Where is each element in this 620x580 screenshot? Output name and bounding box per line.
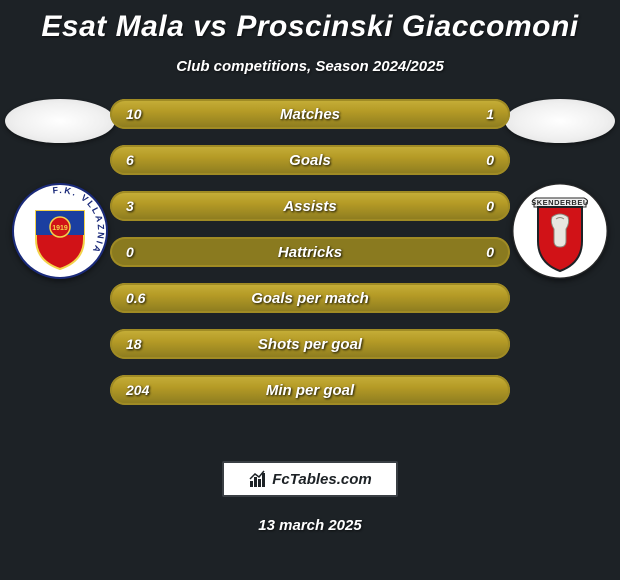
skenderbeu-crest-icon: SKENDERBEU	[512, 183, 608, 279]
right-club-badge: SKENDERBEU	[512, 183, 608, 279]
left-club-badge: F.K. VLLAZNIA 1919	[12, 183, 108, 279]
fctables-logo-icon	[248, 469, 268, 489]
stat-label: Shots per goal	[180, 336, 440, 353]
stat-value-left: 0	[110, 244, 180, 260]
stat-row: 0Hattricks0	[110, 237, 510, 267]
stat-label: Goals per match	[180, 290, 440, 307]
footer-label: FcTables.com	[272, 471, 371, 488]
stat-label: Hattricks	[180, 244, 440, 261]
right-player-photo	[505, 99, 615, 143]
stat-value-left: 6	[110, 152, 180, 168]
stat-value-left: 204	[110, 382, 180, 398]
vllaznia-crest-icon: F.K. VLLAZNIA 1919	[12, 183, 108, 279]
stat-label: Goals	[180, 152, 440, 169]
stat-row: 6Goals0	[110, 145, 510, 175]
stat-value-right: 0	[440, 152, 510, 168]
stat-row: 3Assists0	[110, 191, 510, 221]
stat-row: 0.6Goals per match	[110, 283, 510, 313]
svg-text:SKENDERBEU: SKENDERBEU	[531, 198, 589, 207]
left-player-photo	[5, 99, 115, 143]
comparison-arena: F.K. VLLAZNIA 1919 SKENDERBEU 10Matches1…	[0, 99, 620, 439]
stat-row: 18Shots per goal	[110, 329, 510, 359]
stat-value-right: 0	[440, 244, 510, 260]
stat-value-left: 0.6	[110, 290, 180, 306]
stat-rows: 10Matches16Goals03Assists00Hattricks00.6…	[110, 99, 510, 405]
stat-value-left: 18	[110, 336, 180, 352]
stat-value-right: 1	[440, 106, 510, 122]
stat-value-left: 10	[110, 106, 180, 122]
stat-row: 204Min per goal	[110, 375, 510, 405]
subtitle: Club competitions, Season 2024/2025	[0, 58, 620, 75]
stat-label: Min per goal	[180, 382, 440, 399]
stat-value-left: 3	[110, 198, 180, 214]
date-label: 13 march 2025	[0, 517, 620, 534]
page-title: Esat Mala vs Proscinski Giaccomoni	[0, 0, 620, 44]
svg-text:1919: 1919	[52, 225, 68, 232]
left-player-column: F.K. VLLAZNIA 1919	[0, 99, 120, 279]
stat-row: 10Matches1	[110, 99, 510, 129]
stat-label: Matches	[180, 106, 440, 123]
right-player-column: SKENDERBEU	[500, 99, 620, 279]
stat-label: Assists	[180, 198, 440, 215]
stat-value-right: 0	[440, 198, 510, 214]
footer-attribution[interactable]: FcTables.com	[222, 461, 398, 497]
